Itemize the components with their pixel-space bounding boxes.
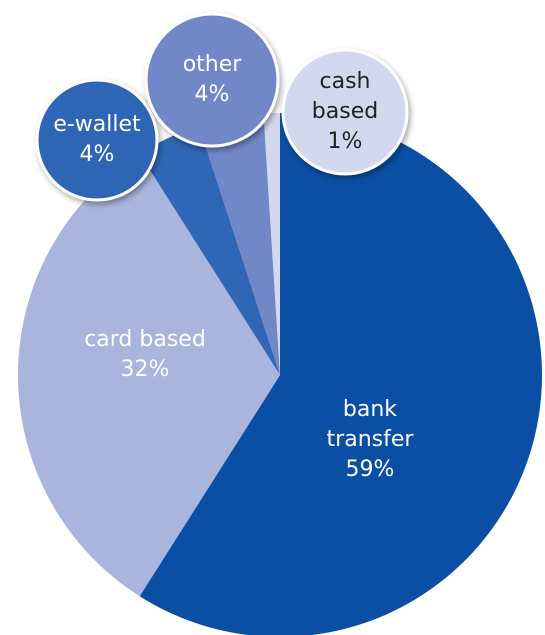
slice-label: other: [183, 52, 243, 77]
value-label: 4%: [80, 142, 115, 167]
slice-label-line: based: [312, 99, 378, 124]
slice-label-line: e-wallet: [53, 112, 141, 137]
slice-label-line: bank: [343, 397, 397, 422]
value-label: 32%: [121, 357, 170, 382]
value-label: 1%: [328, 129, 363, 154]
slice-label-line: card based: [84, 327, 206, 352]
value-label: 4%: [195, 82, 230, 107]
slice-label: cash based: [312, 69, 378, 124]
slice-label-line: transfer: [327, 427, 415, 452]
pie-slice: [199, 113, 280, 375]
pie-slice: [17, 153, 281, 597]
bubble: [35, 78, 159, 202]
slice-label: bank transfer: [327, 397, 415, 452]
pie-slice: [139, 113, 542, 635]
slice-label: e-wallet: [53, 112, 141, 137]
slice-label: card based: [84, 327, 206, 352]
value-label: 59%: [346, 457, 395, 482]
pie-slice: [139, 125, 280, 375]
bubble: [281, 48, 409, 176]
pie-slice: [263, 113, 280, 375]
bubble: [144, 12, 280, 148]
slice-label-line: other: [183, 52, 243, 77]
slice-label-line: cash: [320, 69, 371, 94]
